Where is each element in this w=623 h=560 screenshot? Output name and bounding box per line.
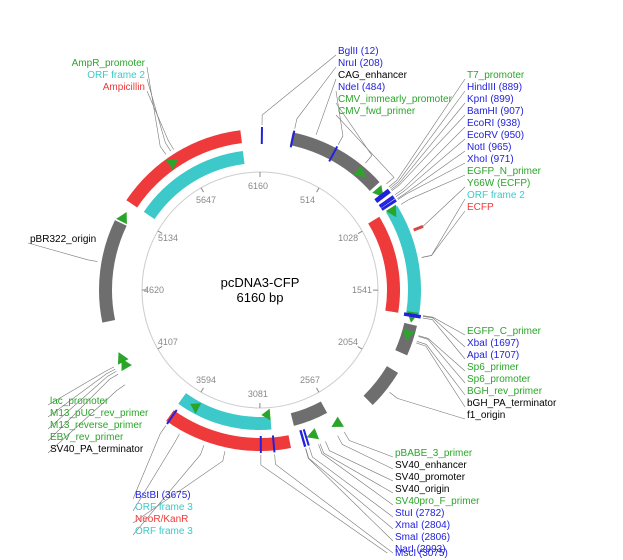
feature-label: BglII (12) <box>338 46 379 58</box>
feature-label: BamHI (907) <box>467 106 524 118</box>
feature-label: ORF frame 3 <box>135 502 193 514</box>
tick-label: 3594 <box>196 375 216 385</box>
feature-label: CMV_fwd_primer <box>338 106 415 118</box>
feature-label: CAG_enhancer <box>338 70 407 82</box>
feature-label: BstBI (3675) <box>135 490 191 502</box>
tick-label: 2054 <box>338 337 358 347</box>
feature-label: AmpR_promoter <box>72 58 145 70</box>
feature-label: lac_promoter <box>50 396 108 408</box>
feature-label: SV40pro_F_primer <box>395 496 479 508</box>
tick-label: 3081 <box>248 389 268 399</box>
feature-label: Y66W (ECFP) <box>467 178 530 190</box>
tick-label: 5134 <box>158 233 178 243</box>
feature-label: StuI (2782) <box>395 508 444 520</box>
feature-label: ORF frame 2 <box>87 70 145 82</box>
tick-label: 1028 <box>338 233 358 243</box>
feature-label: NruI (208) <box>338 58 383 70</box>
feature-label: ORF frame 2 <box>467 190 525 202</box>
feature-label: pBABE_3_primer <box>395 448 472 460</box>
feature-label: ORF frame 3 <box>135 526 193 538</box>
feature-label: MscI (3075) <box>395 548 448 560</box>
feature-label: EGFP_N_primer <box>467 166 541 178</box>
plasmid-name: pcDNA3-CFP <box>200 275 320 290</box>
feature-label: NdeI (484) <box>338 82 385 94</box>
feature-label: NotI (965) <box>467 142 511 154</box>
feature-label: SV40_origin <box>395 484 449 496</box>
feature-label: SV40_enhancer <box>395 460 467 472</box>
feature-label: EcoRI (938) <box>467 118 520 130</box>
feature-label: ECFP <box>467 202 494 214</box>
tick-label: 4107 <box>158 337 178 347</box>
feature-label: ApaI (1707) <box>467 350 519 362</box>
feature-label: NeoR/KanR <box>135 514 188 526</box>
feature-label: Ampicillin <box>103 82 145 94</box>
feature-label: pBR322_origin <box>30 234 96 246</box>
feature-label: XbaI (1697) <box>467 338 519 350</box>
feature-label: bGH_PA_terminator <box>467 398 556 410</box>
feature-label: XhoI (971) <box>467 154 514 166</box>
tick-label: 6160 <box>248 181 268 191</box>
plasmid-size: 6160 bp <box>200 290 320 305</box>
tick-label: 2567 <box>300 375 320 385</box>
feature-label: M13_pUC_rev_primer <box>50 408 148 420</box>
feature-label: SV40_PA_terminator <box>50 444 143 456</box>
tick-label: 514 <box>300 195 315 205</box>
feature-label: KpnI (899) <box>467 94 514 106</box>
feature-label: CMV_immearly_promoter <box>338 94 452 106</box>
feature-label: HindIII (889) <box>467 82 522 94</box>
tick-label: 4620 <box>144 285 164 295</box>
feature-label: f1_origin <box>467 410 505 422</box>
feature-label: SmaI (2806) <box>395 532 450 544</box>
feature-label: EcoRV (950) <box>467 130 524 142</box>
feature-label: SV40_promoter <box>395 472 465 484</box>
plasmid-title: pcDNA3-CFP 6160 bp <box>200 275 320 305</box>
tick-label: 1541 <box>352 285 372 295</box>
feature-label: Sp6_promoter <box>467 374 530 386</box>
feature-label: M13_reverse_primer <box>50 420 142 432</box>
feature-label: XmaI (2804) <box>395 520 450 532</box>
feature-label: EBV_rev_primer <box>50 432 123 444</box>
feature-label: T7_promoter <box>467 70 524 82</box>
feature-label: BGH_rev_primer <box>467 386 542 398</box>
tick-label: 5647 <box>196 195 216 205</box>
feature-label: EGFP_C_primer <box>467 326 541 338</box>
feature-label: Sp6_primer <box>467 362 519 374</box>
